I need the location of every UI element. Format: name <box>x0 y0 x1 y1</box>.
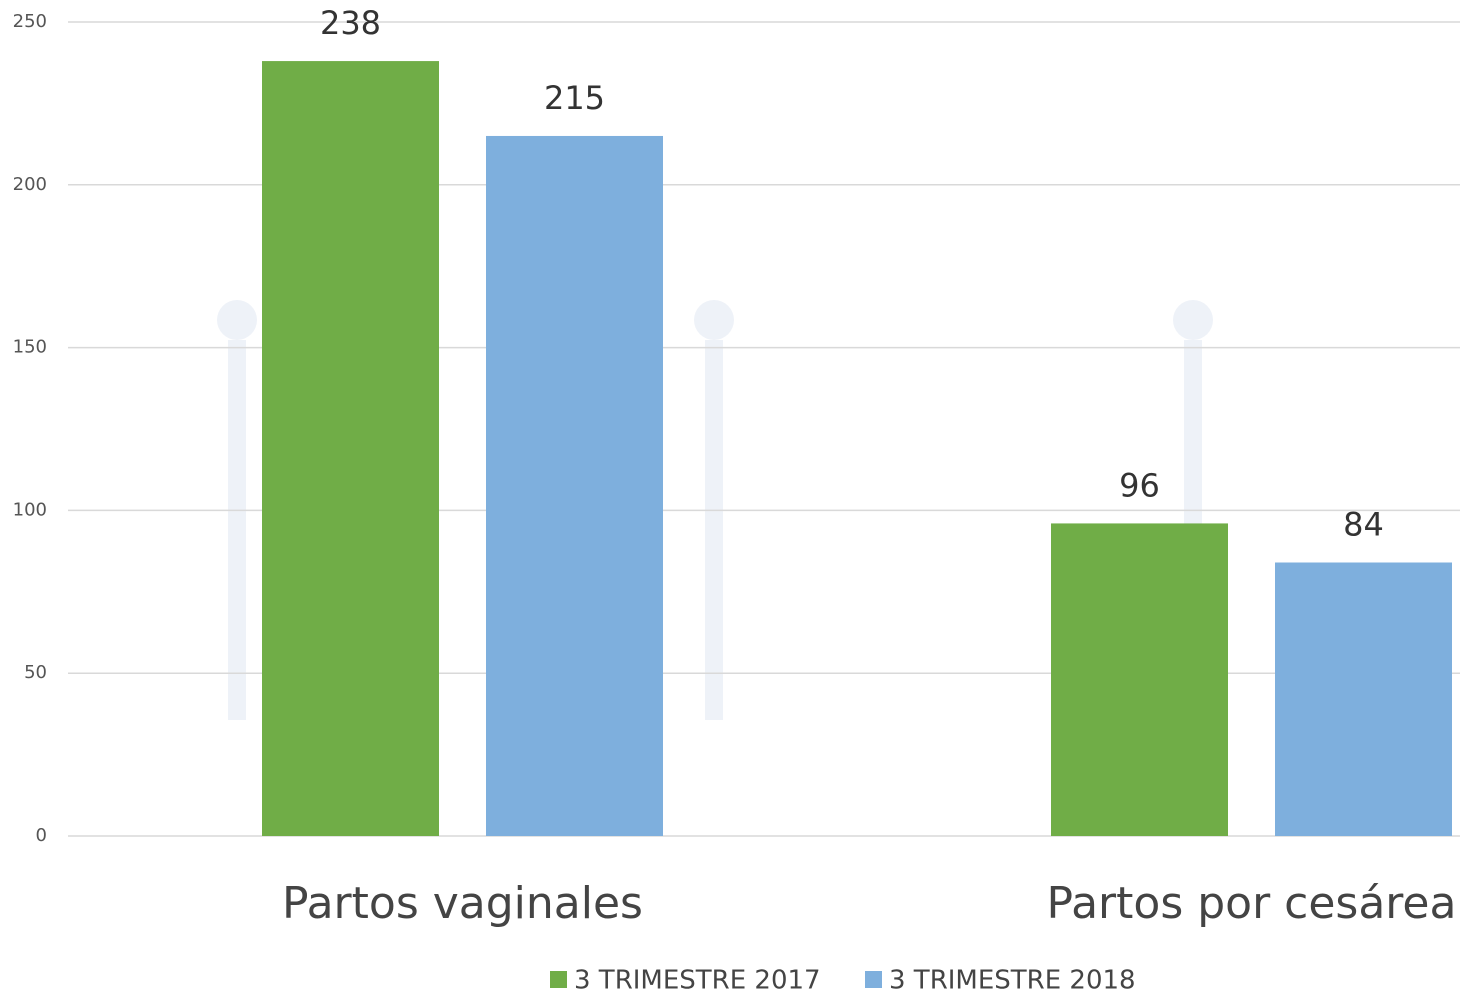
y-tick-label: 0 <box>36 825 47 846</box>
value-label: 238 <box>320 4 381 42</box>
legend-label: 3 TRIMESTRE 2018 <box>889 966 1136 993</box>
legend-swatch <box>550 971 567 988</box>
y-tick-label: 250 <box>13 11 47 32</box>
legend-label: 3 TRIMESTRE 2017 <box>574 966 821 993</box>
x-tick-label: Partos vaginales <box>282 878 643 929</box>
y-tick-label: 200 <box>13 174 47 195</box>
value-label: 84 <box>1343 505 1384 543</box>
x-tick-label: Partos por cesárea <box>1047 878 1457 929</box>
bar <box>1275 562 1452 836</box>
y-tick-label: 100 <box>13 499 47 520</box>
bar <box>1051 523 1228 836</box>
value-label: 96 <box>1119 466 1160 504</box>
value-label: 215 <box>544 79 605 117</box>
y-tick-label: 50 <box>24 662 47 683</box>
y-tick-label: 150 <box>13 337 47 358</box>
bar <box>262 61 439 836</box>
legend-swatch <box>865 971 882 988</box>
bar <box>486 135 663 836</box>
